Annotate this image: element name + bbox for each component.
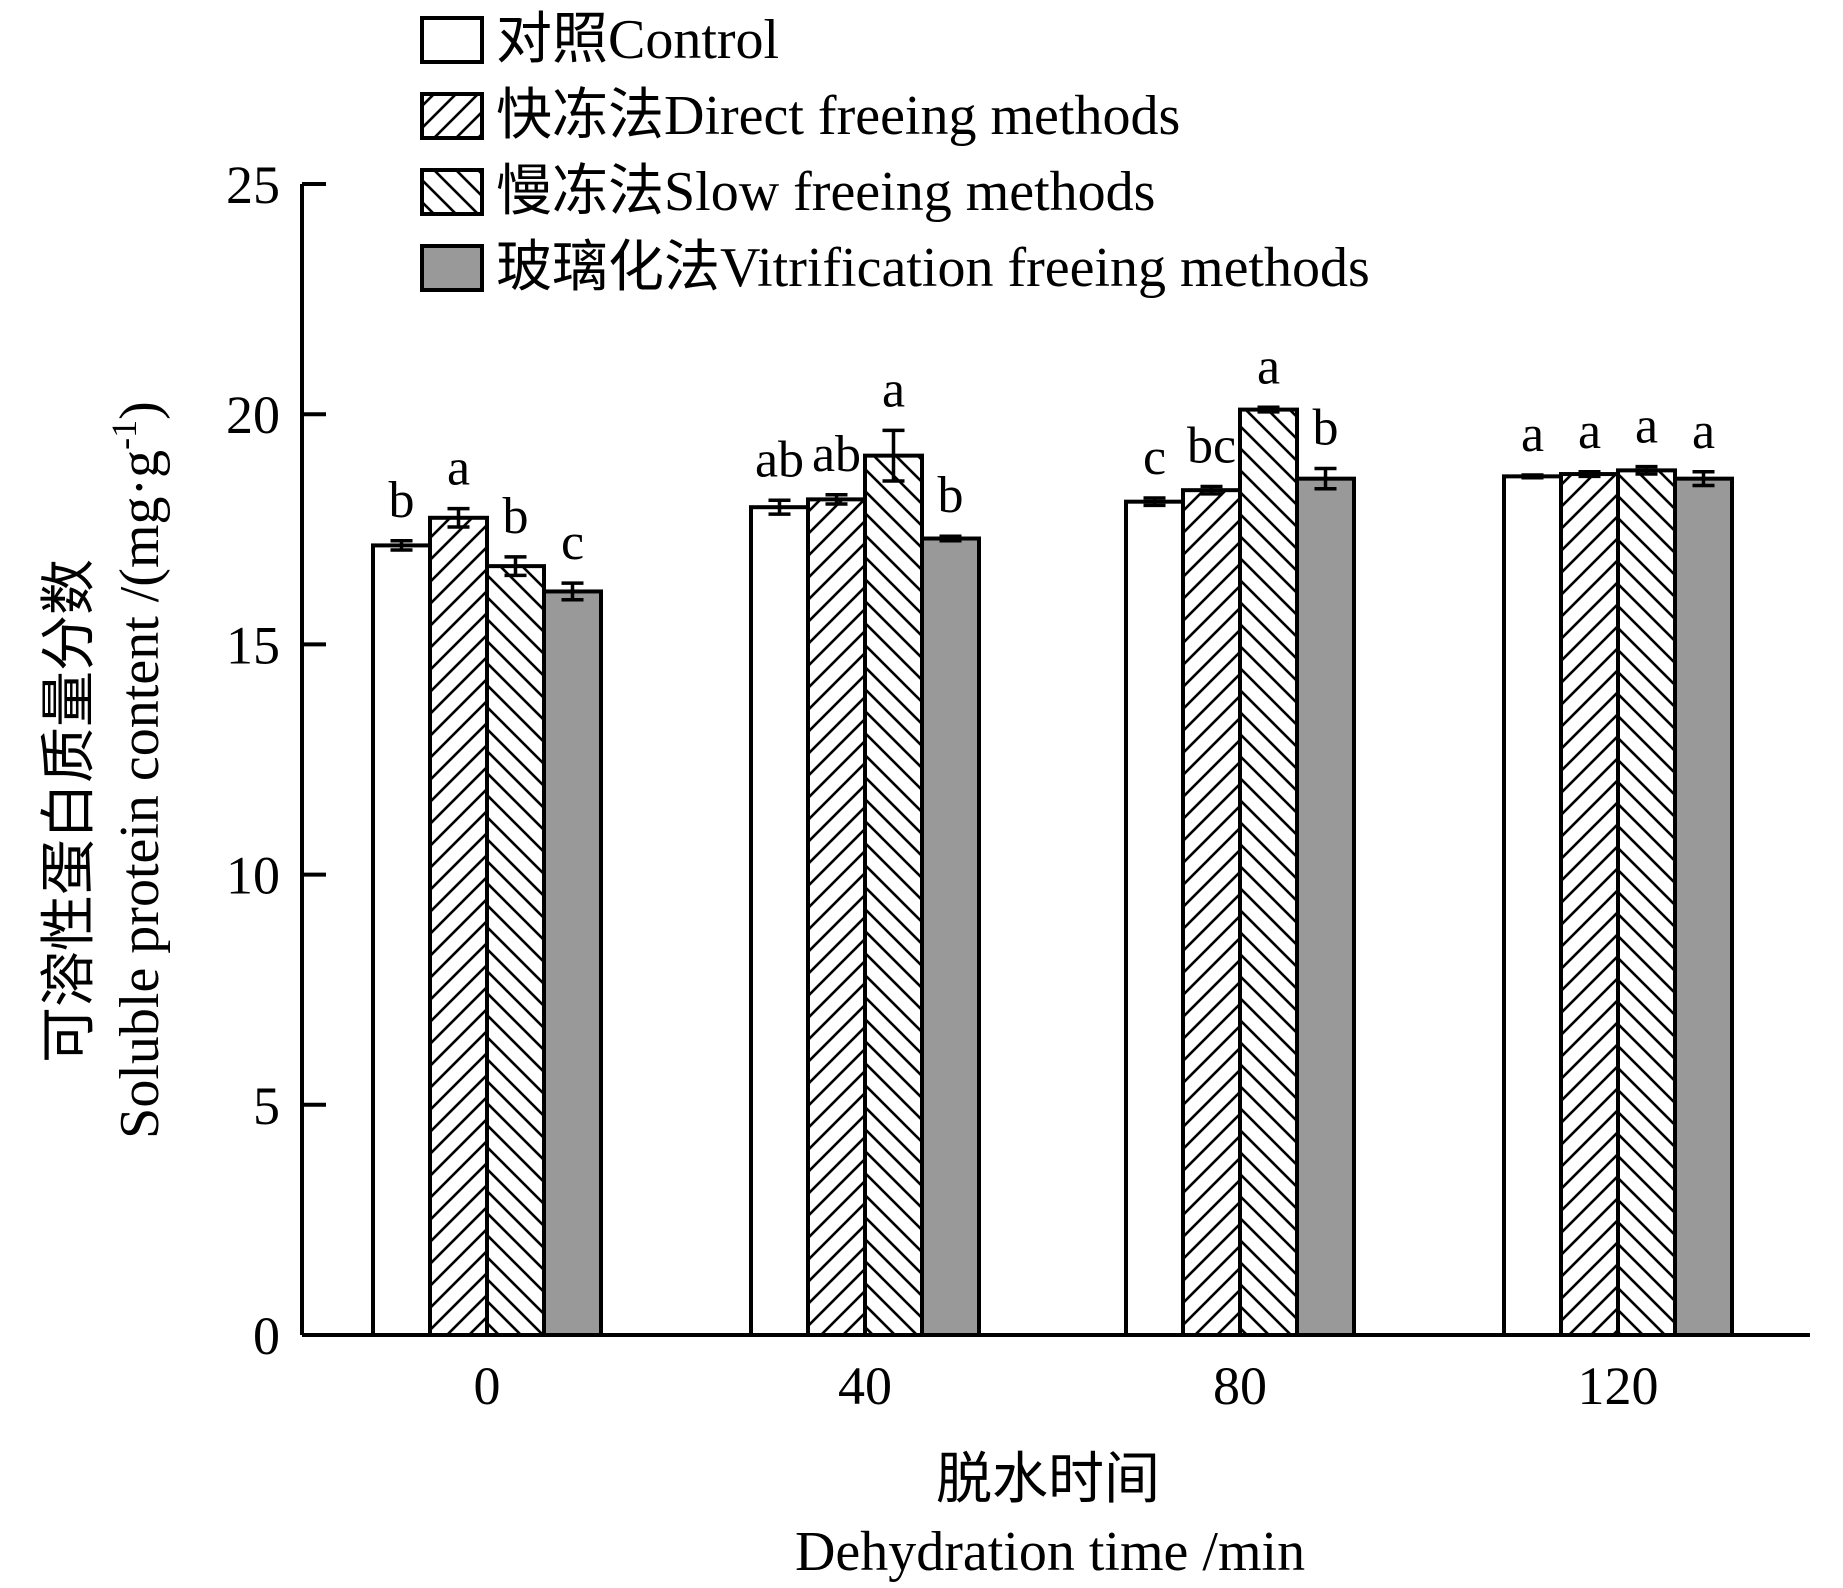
x-axis-title-en: Dehydration time /min (795, 1521, 1305, 1583)
y-tick-label-5: 25 (226, 155, 280, 215)
bar-s3-c1 (920, 536, 981, 1337)
legend-swatch-0 (420, 16, 484, 64)
bar-s1-c3 (1559, 472, 1620, 1337)
x-tick-label-3: 120 (1578, 1356, 1659, 1416)
y-tick-label-0: 0 (253, 1306, 280, 1366)
significance-label-s0-c1: ab (755, 431, 804, 488)
legend-swatch-2 (420, 168, 484, 216)
significance-label-s2-c1: a (882, 361, 905, 418)
bar-s1-c2 (1181, 488, 1242, 1337)
legend-label-2: 慢冻法Slow freeing methods (496, 161, 1155, 223)
y-axis-title-en-end: ) (109, 401, 171, 420)
bar-s2-c3 (1616, 468, 1677, 1338)
x-tick-label-2: 80 (1213, 1356, 1267, 1416)
legend-swatch-3 (420, 244, 484, 292)
bar-s0-c0 (371, 543, 432, 1337)
significance-label-s0-c3: a (1521, 406, 1544, 463)
significance-label-s2-c3: a (1635, 398, 1658, 455)
legend-label-1: 快冻法Direct freeing methods (496, 85, 1180, 147)
x-axis-title-cn: 脱水时间 (936, 1449, 1160, 1511)
bar-s3-c2 (1295, 476, 1356, 1337)
bar-s2-c1 (863, 453, 924, 1337)
bar-s0-c1 (749, 505, 810, 1337)
y-axis-title-en: Soluble protein content /(mg·g-1) (104, 401, 171, 1139)
y-tick-label-4: 20 (226, 385, 280, 445)
legend-label-0: 对照Control (496, 9, 779, 71)
significance-label-s3-c0: c (561, 514, 584, 571)
significance-label-s1-c0: a (447, 440, 470, 497)
y-tick-label-1: 5 (253, 1076, 280, 1136)
y-axis-title-en-sup: -1 (104, 420, 144, 450)
significance-label-s2-c0: b (503, 488, 529, 545)
legend: 对照Control 快冻法Direct freeing methods 慢冻法Slo… (420, 9, 1370, 299)
x-tick-label-1: 40 (838, 1356, 892, 1416)
bar-s3-c0 (542, 589, 603, 1337)
bar-s2-c2 (1238, 407, 1299, 1337)
bar-s1-c0 (428, 515, 489, 1337)
significance-label-s0-c2: c (1143, 429, 1166, 486)
y-tick-label-3: 15 (226, 615, 280, 675)
significance-label-s0-c0: b (389, 472, 415, 529)
significance-label-s1-c3: a (1578, 403, 1601, 460)
bar-s3-c3 (1673, 476, 1734, 1337)
significance-label-s3-c3: a (1692, 403, 1715, 460)
y-axis-title-en-main: Soluble protein content /(mg·g (109, 450, 171, 1139)
legend-swatch-1 (420, 92, 484, 140)
significance-label-s2-c2: a (1257, 338, 1280, 395)
bar-s1-c1 (806, 497, 867, 1337)
significance-label-s3-c1: b (938, 467, 964, 524)
bar-s0-c2 (1124, 499, 1185, 1337)
x-tick-label-0: 0 (474, 1356, 501, 1416)
significance-label-s1-c1: ab (812, 426, 861, 483)
bar-s2-c0 (485, 564, 546, 1337)
axes: 0 5 10 15 20 25 0 40 80 120 (226, 155, 1810, 1416)
y-axis-title-cn: 可溶性蛋白质量分数 (39, 559, 101, 1063)
significance-label-s3-c2: b (1313, 400, 1339, 457)
bar-s0-c3 (1502, 474, 1563, 1337)
y-tick-label-2: 10 (226, 846, 280, 906)
legend-label-3: 玻璃化法Vitrification freeing methods (496, 237, 1370, 299)
significance-label-s1-c2: bc (1187, 417, 1236, 474)
